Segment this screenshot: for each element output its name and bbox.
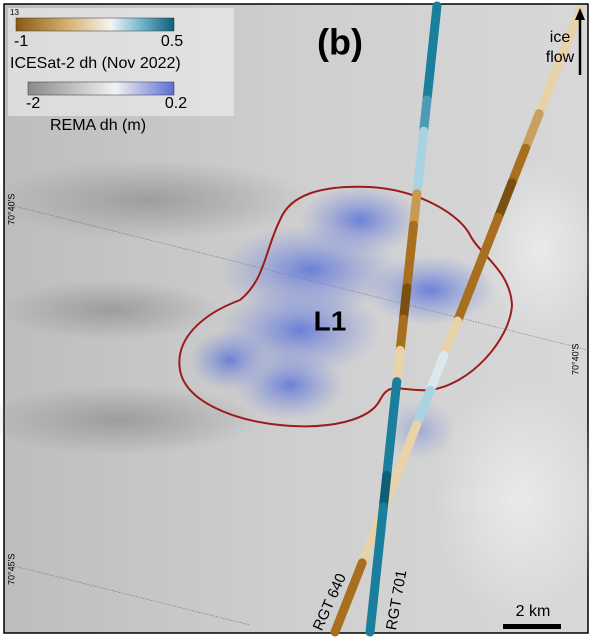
ice-flow-label: flow: [546, 49, 575, 66]
latitude-label: 70°45'S: [6, 554, 16, 585]
altimetry-tracks: [330, 1, 585, 637]
panel-label: (b): [317, 22, 363, 63]
track-segment: [365, 596, 378, 637]
icesat-colorbar: [15, 17, 175, 32]
track-segment: [412, 158, 425, 199]
track-segment: [425, 351, 449, 395]
lake-label: L1: [314, 305, 347, 336]
track-segment: [392, 345, 405, 387]
track-segment: [388, 377, 402, 418]
scale-bar: [503, 624, 561, 629]
track-segment: [425, 32, 439, 74]
track-segment: [357, 523, 381, 568]
track-segment: [398, 420, 422, 464]
track-segment: [466, 247, 490, 291]
latitude-label: 70°40'S: [6, 194, 16, 225]
track-segment: [385, 408, 398, 449]
track-segment: [548, 40, 571, 84]
track-segment: [405, 220, 419, 261]
track-segment: [521, 109, 544, 153]
rema-min: -2: [26, 95, 40, 112]
track-segment: [409, 189, 422, 230]
track-segment: [330, 592, 354, 637]
track-segment: [375, 502, 388, 543]
lake-outline: [178, 185, 514, 428]
track-segment: [419, 95, 432, 136]
latitude-label: 70°40'S: [570, 344, 580, 375]
legend-top-tick: 13: [10, 8, 19, 17]
track-segment: [415, 126, 429, 167]
track-segment: [399, 283, 412, 324]
track-segment: [480, 212, 503, 257]
track-segment: [507, 143, 531, 188]
track-segment: [368, 564, 382, 606]
track-segment: [395, 314, 408, 355]
icesat-title: ICESat-2 dh (Nov 2022): [10, 55, 181, 72]
track-segment: [382, 439, 395, 480]
track-segment: [534, 74, 558, 119]
track-segment: [384, 454, 408, 499]
ice-flow-arrowhead: [575, 8, 585, 20]
track-segment: [402, 251, 415, 293]
rema-colorbar: [27, 81, 175, 96]
uplift-anomaly: [190, 185, 495, 460]
icesat-max: 0.5: [161, 33, 183, 50]
track-segment: [429, 1, 442, 42]
icesat-min: -1: [14, 33, 28, 50]
ice-flow-label: ice: [550, 29, 571, 46]
rema-title: REMA dh (m): [50, 117, 146, 134]
rema-max: 0.2: [165, 95, 187, 112]
track-segment: [412, 385, 435, 430]
track-segment: [493, 178, 517, 222]
track-segment: [372, 533, 385, 574]
track-segment: [422, 64, 435, 105]
scale-bar-label: 2 km: [516, 603, 551, 620]
shading: [0, 160, 592, 620]
track-segment: [344, 558, 367, 602]
track-segment: [439, 316, 462, 361]
track-segment: [378, 471, 392, 512]
track-segment: [453, 281, 476, 326]
